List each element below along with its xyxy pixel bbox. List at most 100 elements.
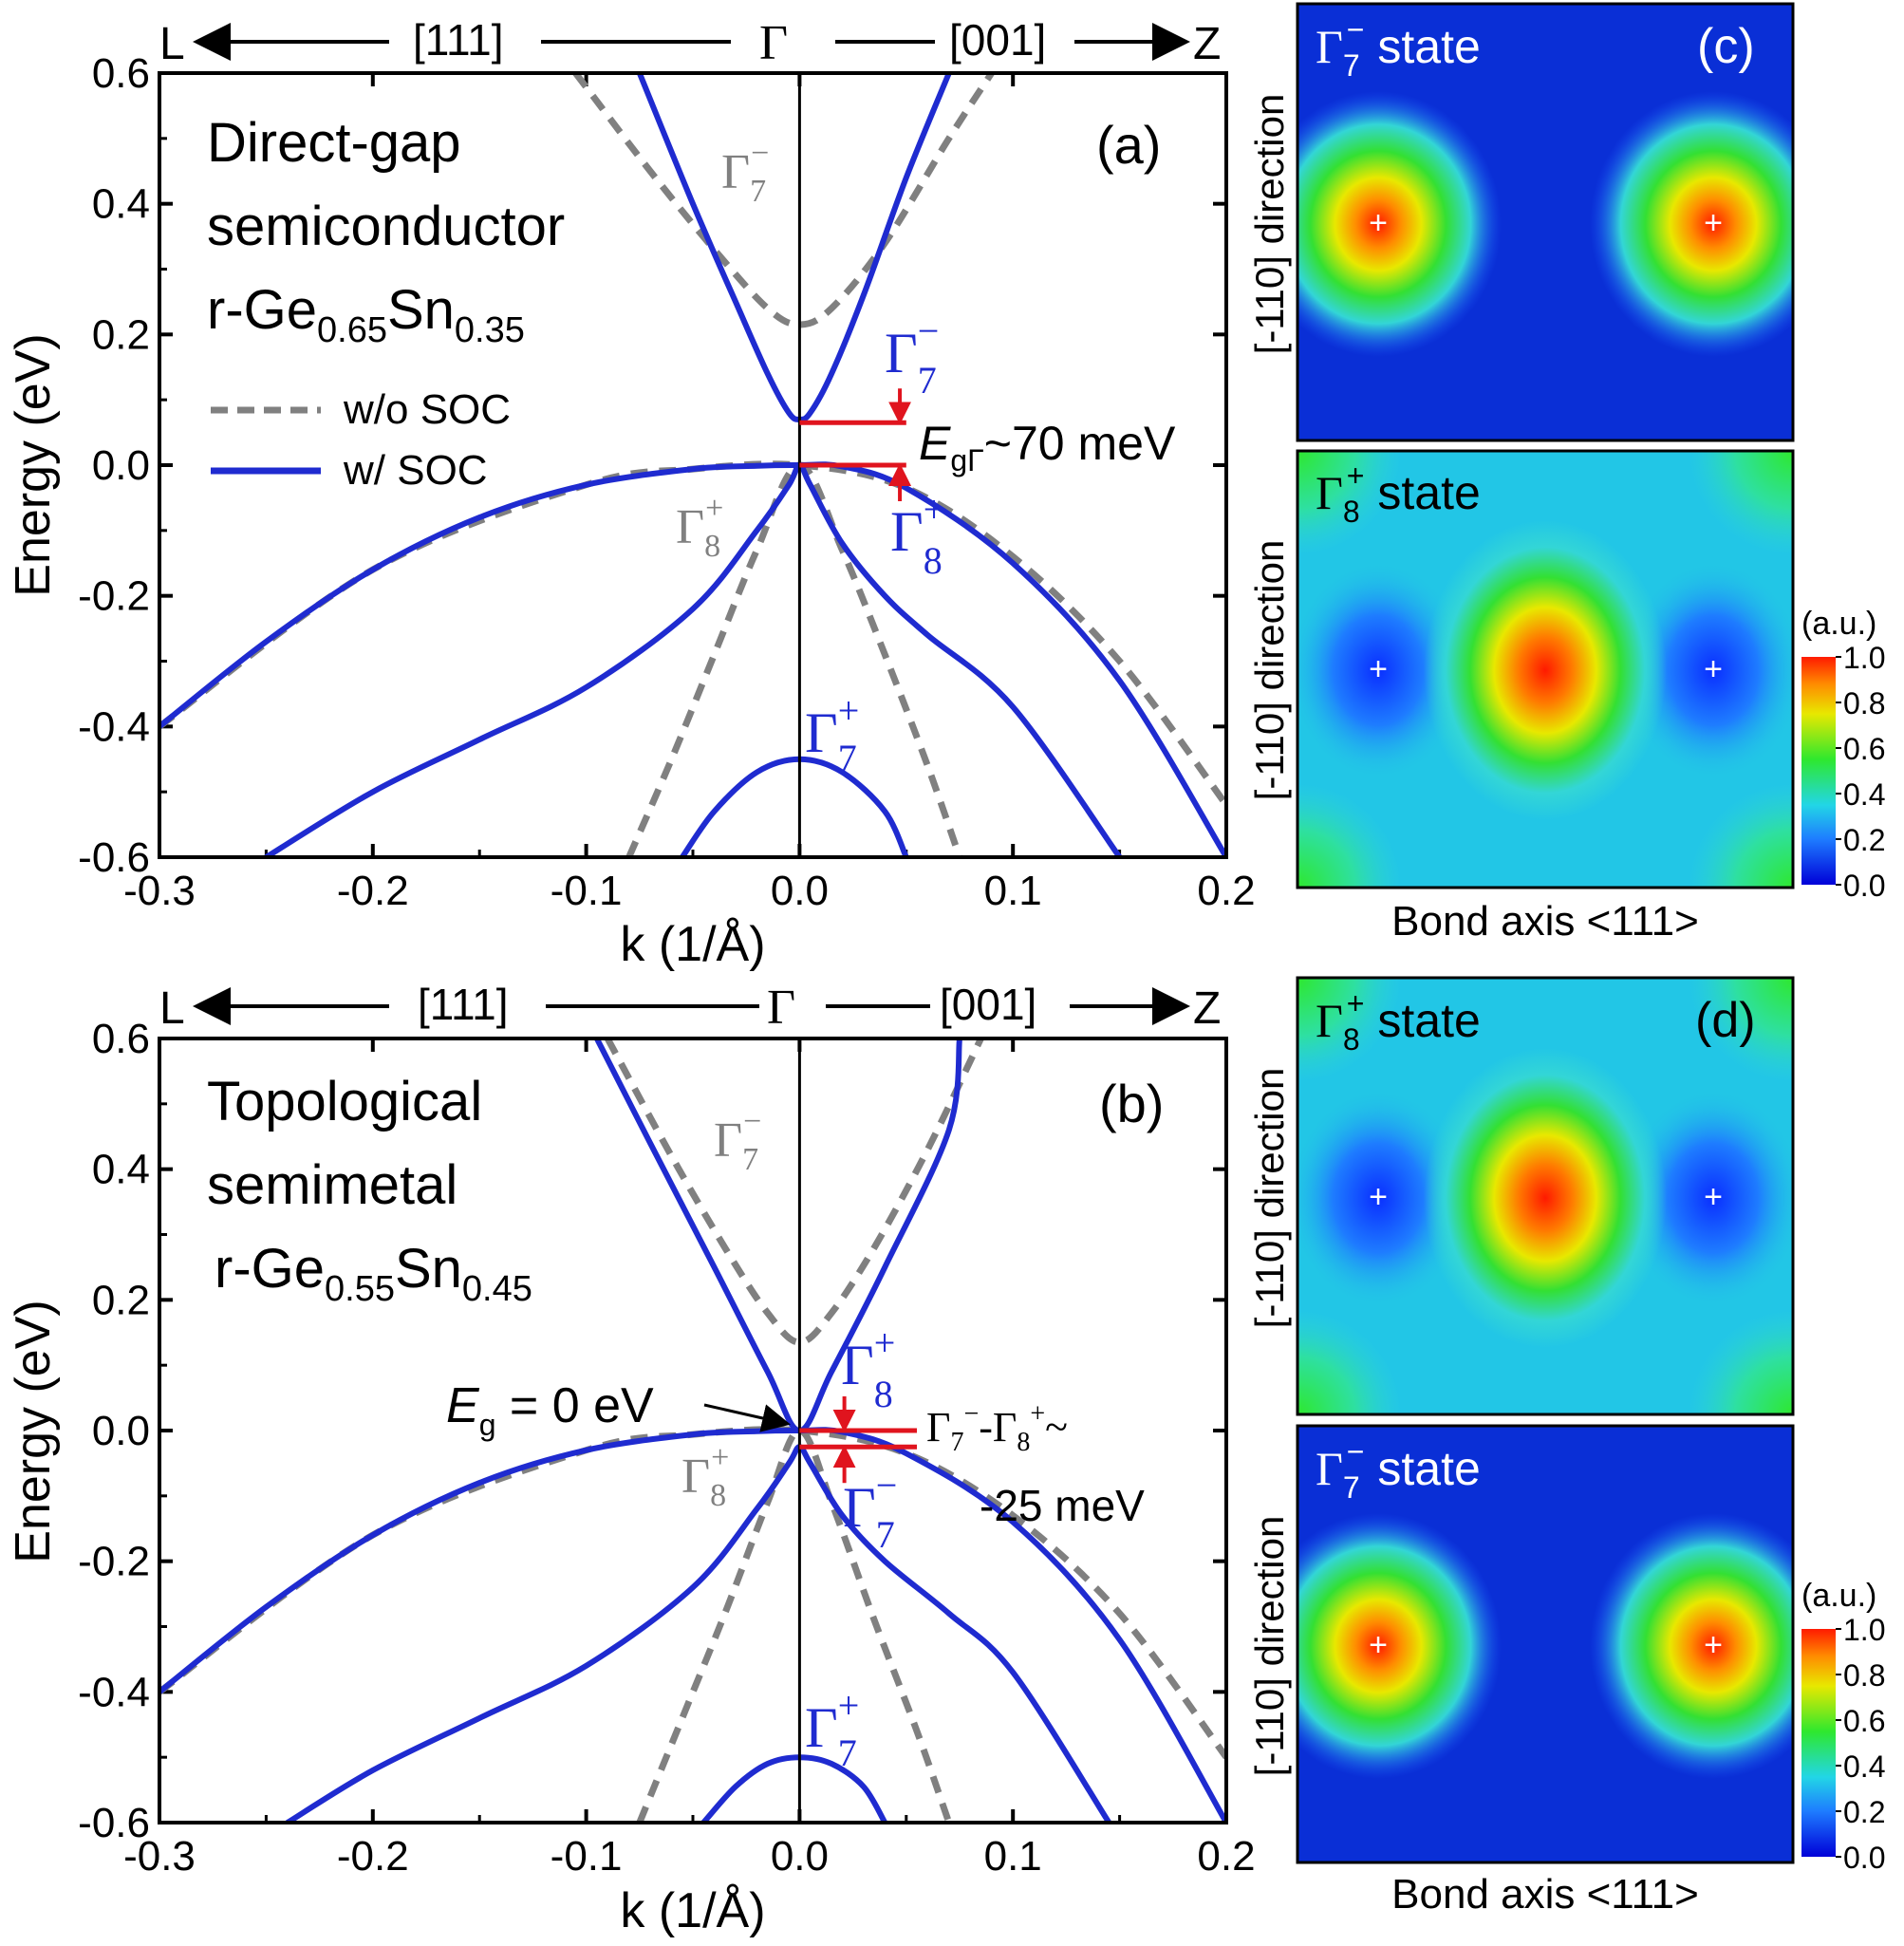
panel-title-line1: Direct-gap xyxy=(207,112,461,174)
nosoc-band-2 xyxy=(636,1427,953,1823)
y-tick-label: -0.2 xyxy=(78,573,150,620)
map-ylabel: [-110] direction xyxy=(1247,540,1292,801)
axis-ticks: -0.3 -0.2 -0.1 0.0 0.1 0.20.60.40.20.0-0.2-0.… xyxy=(78,1016,1255,1880)
alloy-prefix: r-Ge xyxy=(215,1238,325,1300)
density-hole-left xyxy=(1297,1089,1468,1307)
gap-annotation: EgΓ~70 meV xyxy=(919,417,1176,477)
top-label-Z: Z xyxy=(1193,19,1221,69)
label-gamma7-plus: Γ7 + xyxy=(805,689,859,779)
soc-band-4 xyxy=(159,461,1226,857)
label-gamma8-plus-nosoc: Γ8+ xyxy=(676,491,723,564)
top-label-001: [001] xyxy=(949,15,1046,65)
colorbar-gradient xyxy=(1801,1629,1836,1857)
eg-rest: = 0 eV xyxy=(495,1378,654,1433)
map-d-gamma7-minus: + + Γ7− state xyxy=(1296,1424,1795,1864)
label-gamma7-minus: Γ7 − xyxy=(885,309,939,402)
x-tick-label: 0.1 xyxy=(984,868,1042,914)
density-lobe-right xyxy=(1590,91,1793,357)
density-corner xyxy=(1297,783,1402,888)
top-label-gamma: Γ xyxy=(759,16,788,70)
axis-ticks: -0.3 -0.2 -0.1 0.0 0.1 0.20.60.40.20.0-0.2-0.… xyxy=(78,50,1255,914)
map-c-gamma8-plus: + + Γ8+ state xyxy=(1296,449,1795,889)
colorbar-d: (a.u.) 1.0 0.8 0.6 0.4 0.2 0.0 xyxy=(1801,1578,1885,1875)
colorbar-tick-label: 0.0 xyxy=(1843,1841,1885,1875)
y-tick-label: 0.4 xyxy=(92,1147,150,1193)
density-hole-left xyxy=(1297,561,1468,779)
y-tick-label: 0.0 xyxy=(92,442,150,489)
alloy-prefix: r-Ge xyxy=(207,279,317,341)
map-frame xyxy=(1296,976,1795,1416)
density-corner xyxy=(1297,1310,1402,1414)
gamma-glyph: Γ xyxy=(1316,466,1343,519)
label-gamma8-plus: Γ8 + xyxy=(841,1321,895,1415)
charge-density-maps: + + Γ7− state (c) + + Γ8+ state xyxy=(1247,2,1885,1918)
density-corner xyxy=(1297,451,1402,555)
state-word: state xyxy=(1377,1442,1480,1495)
superscript: + xyxy=(1347,458,1365,493)
colorbar-tick-label: 0.6 xyxy=(1843,732,1885,766)
alloy-mid: Sn xyxy=(387,279,455,341)
label-gamma7-minus: Γ7 − xyxy=(843,1464,897,1556)
gap-E: E xyxy=(919,417,951,470)
panel-title-line2: semimetal xyxy=(207,1154,457,1216)
gamma-glyph: Γ xyxy=(676,500,704,554)
colorbar-ticks: 1.0 0.8 0.6 0.4 0.2 0.0 xyxy=(1836,1613,1885,1875)
atom-marker-left: + xyxy=(1369,651,1388,687)
gamma-glyph: Γ xyxy=(885,322,918,384)
label-gamma8-plus: Γ8 + xyxy=(890,488,944,582)
state-label: Γ8+ state xyxy=(1316,458,1481,529)
y-tick-label: -0.6 xyxy=(78,1800,150,1846)
y-tick-label: 0.6 xyxy=(92,50,150,97)
superscript: − xyxy=(1347,12,1365,47)
x-axis-title: k (1/Å) xyxy=(620,917,765,972)
colorbar-tick-label: 0.8 xyxy=(1843,1658,1885,1693)
colorbar-unit: (a.u.) xyxy=(1801,1578,1876,1614)
subscript: 7 xyxy=(876,1513,895,1556)
map-d-gamma8-plus: + + Γ8+ state (d) xyxy=(1296,976,1795,1416)
top-label-111: [111] xyxy=(418,980,508,1029)
nosoc-band-0 xyxy=(605,1038,984,1346)
subscript: 7 xyxy=(950,1428,963,1457)
superscript: + xyxy=(711,1440,729,1475)
y-tick-label: -0.4 xyxy=(78,1669,150,1715)
density-hole-right xyxy=(1623,1089,1793,1307)
colorbar-tick-label: 0.4 xyxy=(1843,1750,1885,1784)
gamma-glyph: Γ xyxy=(1316,994,1343,1047)
atom-marker-left: + xyxy=(1369,1627,1388,1663)
colorbar-tick-label: 0.6 xyxy=(1843,1704,1885,1738)
y-tick-label: -0.4 xyxy=(78,703,150,750)
gamma-glyph: Γ xyxy=(993,1404,1017,1450)
gamma-glyph: Γ xyxy=(714,1113,742,1168)
y-tick-label: -0.2 xyxy=(78,1539,150,1585)
panel-label-c: (c) xyxy=(1697,19,1755,74)
colorbar-tick-label: 0.8 xyxy=(1843,686,1885,720)
tilde: ~ xyxy=(1045,1404,1068,1450)
gamma-glyph: Γ xyxy=(890,500,924,563)
subscript: 7 xyxy=(742,1142,758,1177)
map-frame xyxy=(1296,449,1795,889)
panel-title-line2: semiconductor xyxy=(207,196,565,257)
soc-band-4 xyxy=(159,1427,1226,1823)
x-tick-label: -0.2 xyxy=(337,1833,409,1880)
subscript: 7 xyxy=(918,359,937,402)
alloy-sub2: 0.35 xyxy=(455,310,525,350)
density-corner xyxy=(1689,451,1793,555)
superscript: − xyxy=(743,1104,761,1139)
panel-b: L [111] Γ [001] Z Energy (eV) k (1/Å) -0… xyxy=(6,980,1256,1938)
state-label: Γ7− state xyxy=(1316,12,1481,83)
soc-band-5 xyxy=(263,461,1123,857)
y-tick-label: 0.0 xyxy=(92,1408,150,1454)
superscript: + xyxy=(1030,1399,1045,1429)
colorbar-tick-label: 1.0 xyxy=(1843,1613,1885,1647)
superscript: − xyxy=(751,136,769,171)
gamma-glyph: Γ xyxy=(1316,1442,1343,1495)
y-tick-label: 0.2 xyxy=(92,1277,150,1323)
diff-value: -25 meV xyxy=(980,1481,1145,1530)
gamma-glyph: Γ xyxy=(1316,20,1343,73)
alloy-sub2: 0.45 xyxy=(462,1269,532,1309)
alloy-sub1: 0.65 xyxy=(317,310,387,350)
map-frame xyxy=(1296,1424,1795,1864)
legend-soc-label: w/ SOC xyxy=(343,447,488,494)
colorbar-unit: (a.u.) xyxy=(1801,606,1876,642)
